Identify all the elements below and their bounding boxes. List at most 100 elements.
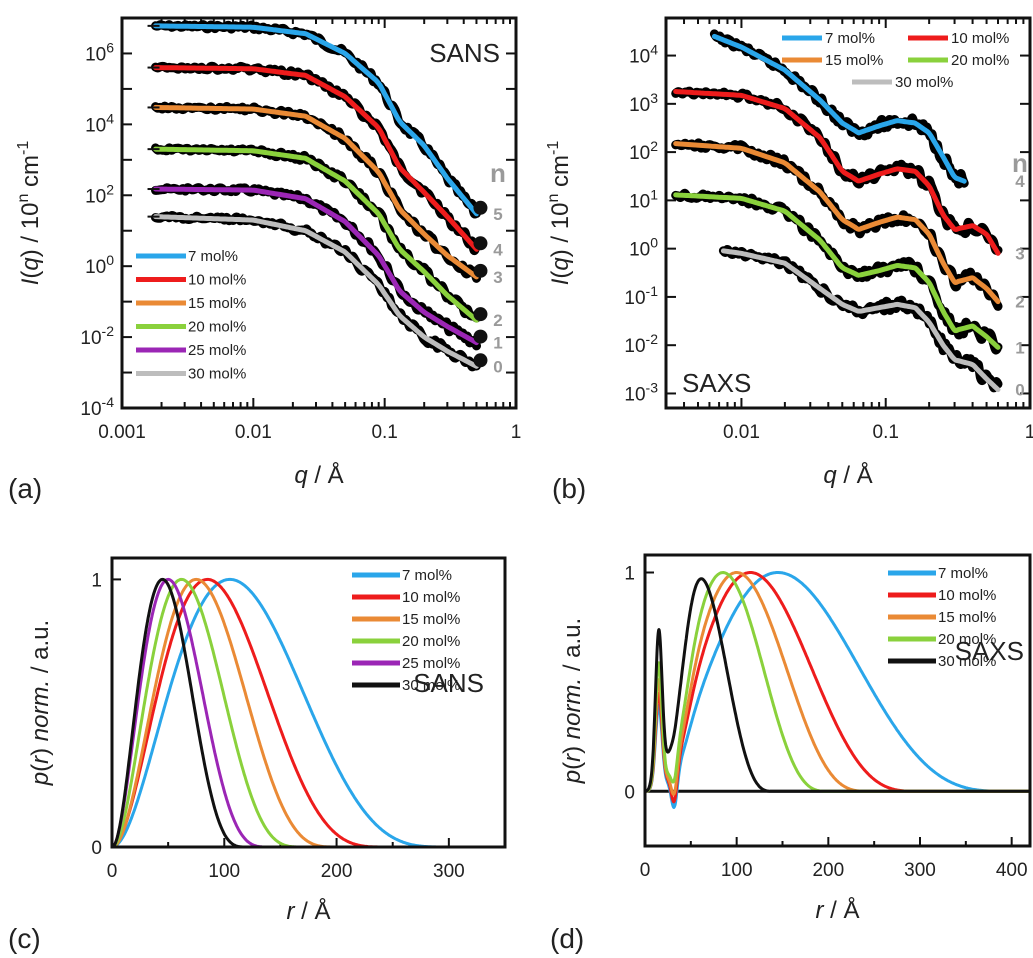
y-tick-label: 10-3 (624, 379, 658, 405)
shift-label: 2 (1015, 293, 1024, 312)
x-tick-label: 0 (107, 861, 118, 882)
y-tick-label: 1 (624, 564, 635, 585)
panel-1: 0.01 0.1 1 10-3 10-2 10-1 100 101 102 103 104 n4 3 2 1… (545, 16, 1033, 504)
corner-label: SAXS (682, 368, 751, 398)
fit-line (153, 65, 479, 252)
legend-entry: 10 mol% (951, 30, 1009, 47)
x-tick-label: 200 (812, 860, 844, 881)
y-tick-label: 100 (85, 252, 114, 278)
shift-label: 3 (1015, 244, 1024, 263)
fit-line (153, 214, 479, 369)
x-tick-label: 0.1 (371, 422, 397, 443)
shift-label: 4 (493, 240, 503, 259)
fit-line (711, 33, 967, 184)
y-tick-label: 101 (629, 186, 658, 212)
fit-line (673, 89, 1001, 256)
series-15-mol- (147, 101, 488, 283)
y-tick-label: 100 (629, 235, 658, 261)
x-tick-label: 1 (1025, 422, 1033, 443)
plot-frame (120, 16, 518, 410)
legend-entry: 25 mol% (402, 655, 460, 672)
y-tick-label: 106 (85, 39, 114, 65)
x-tick-label: 0.1 (873, 422, 899, 443)
x-tick-label: 0 (640, 860, 651, 881)
pr-curve-30-mol- (112, 577, 505, 847)
data-end-point (473, 329, 488, 344)
fit-line (153, 146, 479, 323)
series-25-mol- (147, 183, 488, 351)
data-end-point (473, 200, 488, 215)
y-tick-label: 102 (629, 138, 658, 164)
series-30-mol- (718, 244, 1003, 393)
series-7-mol- (147, 20, 488, 219)
series-15-mol- (671, 138, 1003, 311)
plot-area (147, 20, 488, 372)
y-axis-label: p(r) norm. / a.u. (27, 620, 54, 786)
y-tick-label: 104 (629, 42, 658, 68)
legend-entry: 10 mol% (938, 587, 996, 604)
shift-labels: n4 3 2 1 0 (1012, 148, 1028, 400)
fit-line (673, 192, 1001, 350)
data-end-point (473, 307, 488, 322)
pr-curve-7-mol- (112, 577, 505, 847)
shift-label: 4 (1015, 172, 1025, 191)
series-10-mol- (671, 86, 1003, 256)
panel-label: (b) (552, 473, 586, 504)
pr-curve-7-mol- (645, 571, 1030, 810)
legend: 7 mol% 10 mol% 15 mol% 20 mol% 25 mol% 30 mol… (352, 567, 460, 694)
legend-entry: 20 mol% (188, 319, 246, 336)
legend-entry: 10 mol% (402, 589, 460, 606)
corner-label: SAXS (955, 636, 1024, 666)
legend-entry: 15 mol% (938, 609, 996, 626)
plot-area (671, 29, 1003, 393)
shift-label: 0 (493, 357, 502, 376)
legend-entry: 15 mol% (825, 52, 883, 69)
data-end-point (473, 263, 488, 278)
legend-entry: 7 mol% (938, 565, 988, 582)
series-20-mol- (671, 188, 1003, 355)
x-tick-label: 300 (433, 861, 465, 882)
legend-entry: 15 mol% (402, 611, 460, 628)
y-axis-label: I(q) / 10n cm-1 (545, 141, 574, 286)
legend-entry: 7 mol% (825, 30, 875, 47)
x-tick-label: 300 (904, 860, 936, 881)
plot-area (645, 570, 1030, 810)
shift-label: 1 (493, 334, 502, 353)
legend-entry: 15 mol% (188, 295, 246, 312)
fit-line (153, 23, 479, 217)
panel-label: (c) (8, 923, 41, 954)
fit-line (720, 248, 1001, 393)
data-end-point (473, 236, 488, 251)
shift-header: n (490, 158, 506, 188)
series-7-mol- (709, 29, 969, 189)
data-end-point (473, 353, 488, 368)
fit-line (673, 141, 1001, 305)
x-ticks: 0 100 200 300 400 (640, 837, 1028, 881)
x-tick-label: 100 (721, 860, 753, 881)
x-tick-label: 0.01 (235, 422, 272, 443)
legend: 7 mol% 10 mol% 15 mol% 20 mol% 30 mol% (888, 565, 996, 670)
y-tick-label: 0 (91, 838, 102, 859)
shift-label: 1 (1015, 338, 1024, 357)
x-axis-label: q / Å (294, 461, 343, 489)
legend-entry: 20 mol% (402, 633, 460, 650)
x-tick-label: 0.01 (723, 422, 760, 443)
series-10-mol- (147, 61, 488, 256)
y-axis-label: I(q) / 10n cm-1 (15, 141, 44, 286)
x-ticks: 0.001 0.01 0.1 1 (98, 18, 521, 443)
legend-entry: 10 mol% (188, 272, 246, 289)
x-tick-label: 100 (208, 861, 240, 882)
pr-curve-25-mol- (112, 577, 505, 847)
pr-curve-30-mol- (645, 577, 1030, 793)
plot-area (112, 577, 505, 847)
shift-header: n (1012, 148, 1028, 178)
x-tick-label: 400 (996, 860, 1028, 881)
panel-label: (a) (8, 473, 42, 504)
shift-label: 2 (493, 311, 502, 330)
legend-entry: 25 mol% (188, 342, 246, 359)
fit-line (153, 104, 479, 280)
y-tick-label: 10-2 (624, 331, 658, 357)
